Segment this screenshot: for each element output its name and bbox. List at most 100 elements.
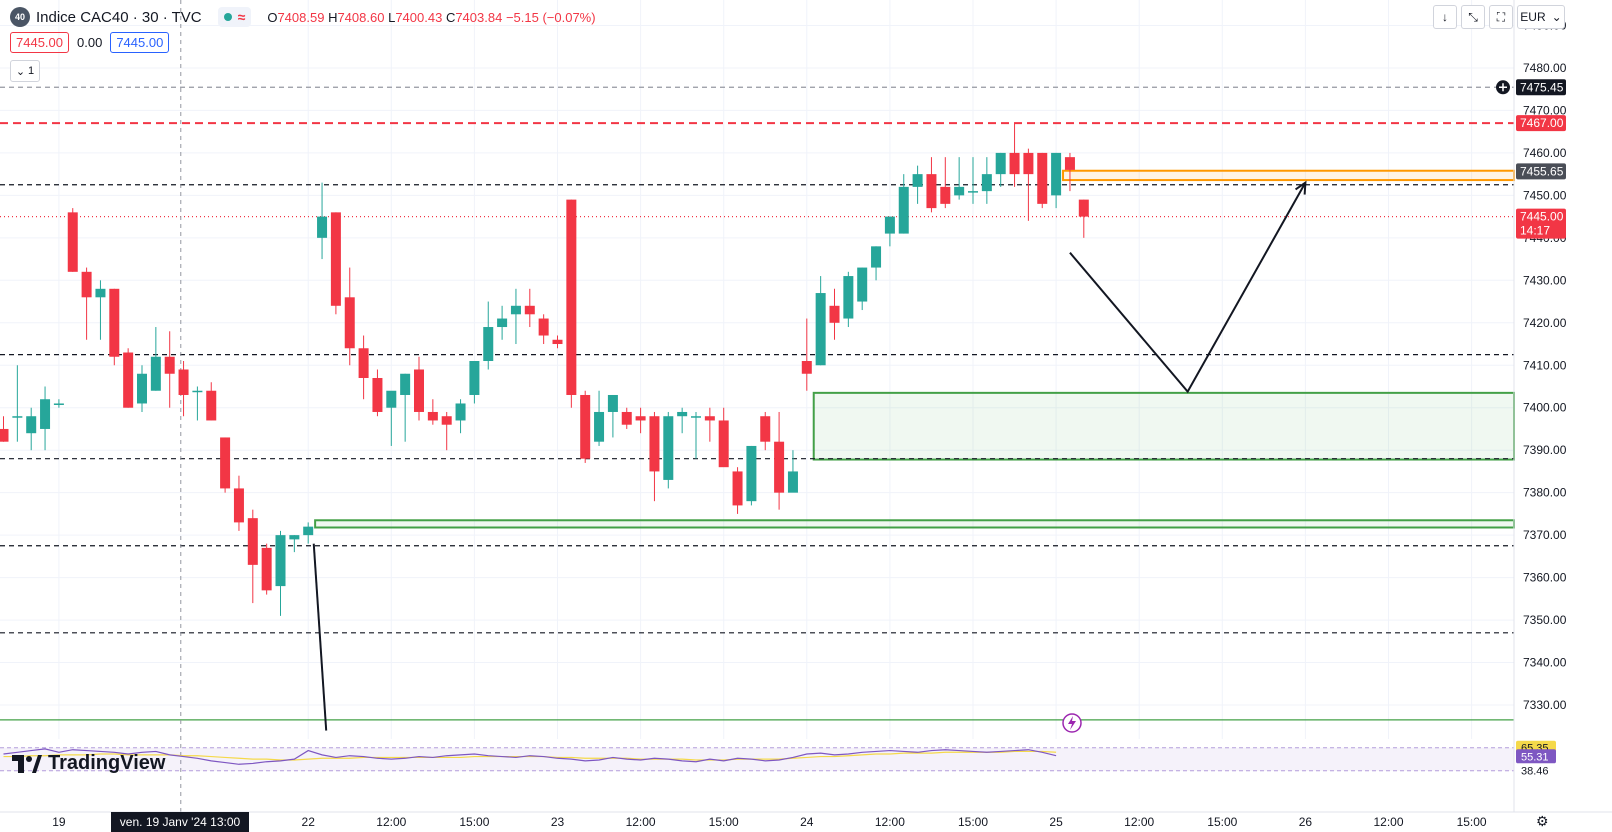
candle-body <box>123 352 134 408</box>
svg-text:38.46: 38.46 <box>1521 766 1549 778</box>
candle-body <box>247 518 258 565</box>
candle-body <box>663 416 674 480</box>
rsi-value-badge: 38.46 <box>1521 766 1549 778</box>
candle-body <box>455 403 466 421</box>
ohlc-change: −5.15 (−0.07%) <box>505 9 596 25</box>
candle-body <box>137 373 147 404</box>
time-axis-label: 15:00 <box>709 815 739 829</box>
quote-row: 7445.00 0.00 7445.00 <box>10 32 170 53</box>
candle-body <box>372 377 383 412</box>
candle-body <box>718 420 729 468</box>
candle-body <box>524 305 535 315</box>
crosshair-date-label: ven. 19 Janv '24 13:00 <box>111 812 249 832</box>
symbol-title[interactable]: Indice CAC40 · 30 · TVC <box>36 8 202 26</box>
price-badge: 7475.45 <box>1516 79 1566 96</box>
candle-body <box>233 488 244 523</box>
candle-body <box>303 526 314 536</box>
candle-body <box>289 535 300 540</box>
alert-lightning-icon <box>1062 713 1082 733</box>
candle-body <box>178 369 189 395</box>
candle-body <box>95 288 106 298</box>
candle-body <box>926 174 937 209</box>
arrow-down-icon[interactable]: ↓ <box>1433 5 1457 29</box>
candle-body <box>330 212 341 306</box>
candle-body <box>1078 199 1089 217</box>
candle-body <box>164 356 175 374</box>
chevron-down-icon: ⌄ <box>15 65 26 78</box>
candle-body <box>358 348 369 378</box>
svg-text:14:17: 14:17 <box>1520 224 1550 238</box>
collapse-icon[interactable]: ⤡ <box>1461 5 1485 29</box>
candle-body <box>815 293 826 366</box>
candle-body <box>787 471 798 493</box>
candle-body <box>40 399 51 429</box>
candle-body <box>621 411 632 425</box>
time-axis-label: 12:00 <box>376 815 406 829</box>
svg-text:7467.00: 7467.00 <box>1520 116 1564 130</box>
candle-body <box>898 186 909 234</box>
candle-body <box>552 339 563 345</box>
candle-body <box>801 361 812 374</box>
currency-dropdown[interactable]: EUR ⌄ <box>1517 5 1565 29</box>
candle-body <box>704 416 715 421</box>
time-axis-label: 22 <box>302 815 316 829</box>
candle-body <box>1009 152 1020 175</box>
trend-arrow-line <box>312 543 328 731</box>
candle-body <box>386 390 397 408</box>
candle-body <box>843 276 854 319</box>
candle-body <box>483 327 494 362</box>
price-axis-label: 7380.00 <box>1523 486 1567 500</box>
candle-body <box>774 441 785 493</box>
price-axis-label: 7330.00 <box>1523 698 1567 712</box>
buy-button[interactable]: 7445.00 <box>110 32 170 53</box>
price-axis-label: 7480.00 <box>1523 61 1567 75</box>
settings-gear-icon[interactable]: ⚙ <box>1536 813 1549 829</box>
price-axis-label: 7360.00 <box>1523 571 1567 585</box>
candle-body <box>53 403 64 405</box>
time-axis-label: 15:00 <box>1207 815 1237 829</box>
resistance-zone <box>1062 169 1516 182</box>
time-axis-label: 12:00 <box>1124 815 1154 829</box>
price-axis-label: 7350.00 <box>1523 613 1567 627</box>
ohlc-values: O7408.59 H7408.60 L7400.43 C7403.84 −5.1… <box>267 9 596 25</box>
price-axis-label: 7410.00 <box>1523 358 1567 372</box>
candle-body <box>649 416 660 472</box>
candle-body <box>884 216 895 234</box>
fullscreen-icon[interactable]: ⛶ <box>1489 5 1513 29</box>
symbol-badge[interactable]: 40 <box>10 7 30 27</box>
price-axis-label: 7460.00 <box>1523 146 1567 160</box>
time-axis-label: 15:00 <box>459 815 489 829</box>
last-price-badge: 7455.65 <box>1516 163 1566 180</box>
candle-body <box>400 373 411 395</box>
market-open-dot-icon <box>223 13 232 21</box>
price-badge: 7467.00 <box>1516 115 1566 132</box>
candle-body <box>441 416 452 425</box>
candle-body <box>109 288 120 357</box>
time-axis-label: 19 <box>52 815 66 829</box>
sell-button[interactable]: 7445.00 <box>10 32 69 53</box>
candle-body <box>1023 152 1034 175</box>
market-status[interactable]: ≈ <box>217 7 252 27</box>
candle-body <box>275 535 286 587</box>
add-alert-plus-icon <box>1496 80 1510 95</box>
candle-body <box>635 416 646 421</box>
candle-body <box>954 186 965 196</box>
candle-body <box>1037 152 1048 204</box>
projection-path <box>1069 182 1307 394</box>
candle-body <box>317 216 328 238</box>
time-axis-label: 12:00 <box>875 815 905 829</box>
candle-body <box>1051 152 1062 196</box>
time-axis-label: 15:00 <box>1457 815 1487 829</box>
candle-body <box>594 411 605 442</box>
candle-body <box>414 369 424 412</box>
candle-body <box>995 152 1006 175</box>
price-axis-label: 7400.00 <box>1523 401 1567 415</box>
wave-icon: ≈ <box>237 9 246 25</box>
candle-body <box>857 267 868 302</box>
time-axis-label: 25 <box>1049 815 1063 829</box>
indicators-collapse-button[interactable]: ⌄ 1 <box>10 60 40 82</box>
support-zone <box>314 519 1515 529</box>
candle-body <box>981 174 992 192</box>
